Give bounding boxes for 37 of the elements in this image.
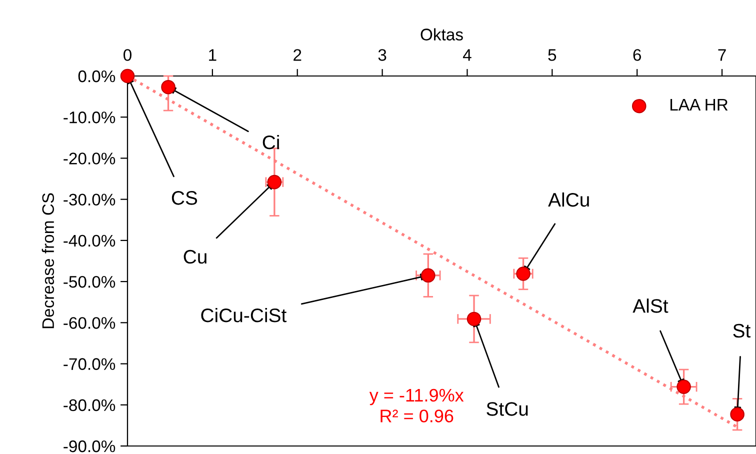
y-tick-label: -60.0% — [64, 317, 116, 329]
annotation: Cu — [184, 250, 206, 264]
point — [466, 312, 482, 326]
annotation: StCu — [486, 402, 528, 416]
y-tick-label: -30.0% — [64, 194, 116, 206]
y-tick-label: -70.0% — [64, 358, 116, 370]
y-tick-label: -20.0% — [64, 152, 116, 164]
point — [120, 68, 135, 84]
x-axis-title: Oktas — [420, 28, 463, 40]
annotation: AlSt — [632, 298, 668, 313]
annotation: CS — [172, 191, 198, 205]
annotation: y = -11.9%x R² = 0.96 — [369, 388, 464, 422]
point — [516, 266, 530, 281]
y-tick-label: -90.0% — [64, 440, 116, 452]
annotation: AlCu — [548, 192, 589, 207]
y-tick-label: -10.0% — [64, 112, 116, 124]
annotation: Ci — [262, 134, 279, 150]
point — [421, 268, 436, 283]
point — [730, 407, 744, 422]
y-tick-label: 0.0% — [78, 70, 116, 82]
y-tick-label: -40.0% — [64, 234, 116, 247]
x-tick-label: 6 — [633, 49, 641, 61]
legend-label: LAA HR — [670, 99, 728, 110]
x-tick-label: 1 — [209, 49, 216, 61]
x-tick-label: 5 — [548, 49, 556, 61]
x-tick-label: 4 — [462, 49, 472, 61]
x-tick-label: 7 — [718, 49, 726, 61]
y-axis-title: Decrease from CS — [42, 193, 54, 328]
annotation: CiCu-CiSt — [201, 308, 287, 322]
point — [676, 380, 691, 394]
annotation: St — [733, 324, 751, 338]
y-tick-label: -50.0% — [64, 276, 116, 288]
x-tick-label: 3 — [378, 49, 386, 61]
x-tick-label: 0 — [124, 49, 132, 61]
y-tick-label: -80.0% — [64, 399, 116, 412]
x-tick-label: 2 — [294, 49, 302, 61]
point — [161, 80, 176, 94]
